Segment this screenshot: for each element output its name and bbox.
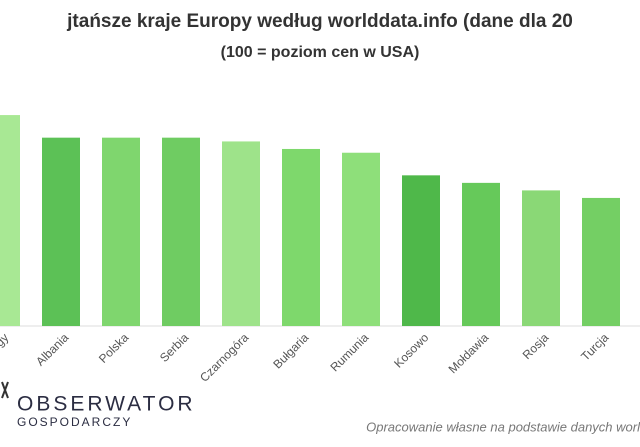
x-tick-label: Czarnogóra [197,330,251,384]
brand-sub: GOSPODARCZY [17,415,132,429]
brand: OBSERWATOR [17,393,196,416]
x-tick-label: Kosowo [391,330,431,370]
chart-title: jtańsze kraje Europy według worlddata.in… [66,11,573,32]
x-tick-label: Polska [96,330,132,366]
x-tick-label: Turcja [578,330,611,363]
bar [0,115,20,326]
bar [102,137,140,326]
x-tick-label: Albania [33,330,71,368]
x-tick-label: gy [0,330,11,349]
bar [342,152,380,326]
source-note: Opracowanie własne na podstawie danych w… [366,419,640,434]
bar [402,175,440,326]
bar [282,148,320,326]
chart-subtitle: (100 = poziom cen w USA) [221,44,420,61]
logo [1,381,9,399]
x-tick-label: Bułgaria [270,330,311,371]
logo-mark [1,381,9,399]
x-tick-label: Rosja [520,330,552,362]
bar [582,197,620,326]
x-tick-label: Serbia [157,330,192,365]
bar [162,137,200,326]
x-tick-label: Rumunia [328,330,372,374]
bar [42,137,80,326]
bar [462,182,500,326]
x-tick-label: Mołdawia [446,330,492,376]
bar [522,190,560,326]
bar [222,141,260,326]
